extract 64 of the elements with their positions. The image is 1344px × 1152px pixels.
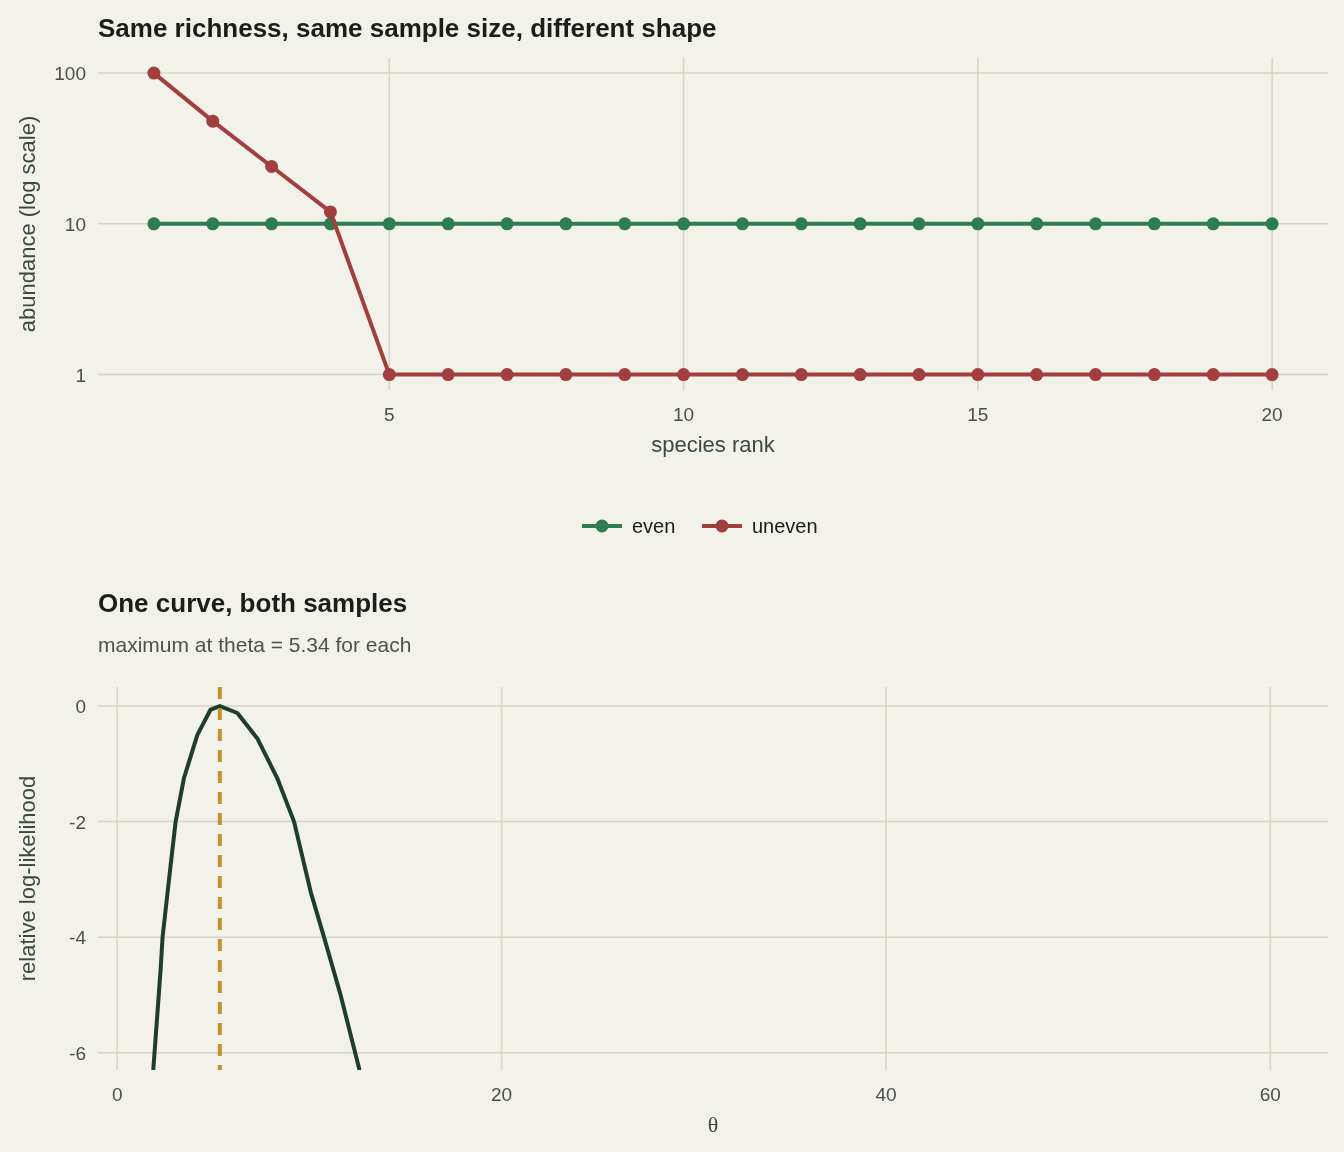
point [323, 205, 337, 219]
point [735, 217, 749, 231]
point [147, 217, 161, 231]
point [971, 368, 985, 382]
x-tick-label: 20 [1261, 404, 1283, 425]
y-axis-title: relative log-likelihood [15, 775, 40, 982]
y-tick-label: 1 [75, 364, 86, 386]
point [559, 217, 573, 231]
chart-subtitle: maximum at theta = 5.34 for each [98, 633, 412, 656]
point [1206, 368, 1220, 382]
point [853, 368, 867, 382]
point [1206, 217, 1220, 231]
x-axis-title: θ [707, 1112, 719, 1137]
point [971, 217, 985, 231]
point [1147, 368, 1161, 382]
point [1147, 217, 1161, 231]
point [147, 66, 161, 80]
y-tick-label: 100 [54, 63, 86, 85]
point [1030, 368, 1044, 382]
point [1089, 217, 1103, 231]
point [794, 368, 808, 382]
point [500, 368, 514, 382]
point [559, 368, 573, 382]
point [441, 368, 455, 382]
x-tick-label: 60 [1259, 1084, 1281, 1105]
point [441, 217, 455, 231]
y-tick-label: -4 [69, 927, 87, 949]
line-series [151, 704, 362, 1070]
chart-title: Same richness, same sample size, different shape [98, 13, 717, 43]
point [794, 217, 808, 231]
x-tick-label: 15 [967, 404, 989, 425]
y-tick-label: -6 [69, 1042, 86, 1064]
point [912, 217, 926, 231]
point [618, 368, 632, 382]
x-tick-label: 5 [384, 404, 395, 425]
chart-title: One curve, both samples [98, 588, 408, 618]
y-axis-title: abundance (log scale) [15, 115, 40, 333]
point [677, 217, 691, 231]
x-tick-label: 0 [111, 1084, 123, 1105]
point [1030, 217, 1044, 231]
point [1265, 368, 1279, 382]
legend-label: even [632, 515, 676, 537]
y-tick-label: 10 [64, 213, 86, 235]
point [265, 160, 279, 174]
y-tick-label: 0 [75, 696, 86, 718]
legend-label: uneven [752, 515, 818, 537]
point [500, 217, 514, 231]
point [382, 217, 396, 231]
point [618, 217, 632, 231]
point [1089, 368, 1103, 382]
y-tick-label: -2 [69, 811, 86, 833]
point [206, 217, 220, 231]
point [912, 368, 926, 382]
point [735, 368, 749, 382]
point [206, 114, 220, 128]
point [1265, 217, 1279, 231]
point [677, 368, 691, 382]
point [853, 217, 867, 231]
point [265, 217, 279, 231]
x-axis-title: species rank [651, 432, 776, 457]
x-tick-label: 10 [673, 404, 695, 425]
x-tick-label: 20 [491, 1084, 513, 1105]
point [382, 368, 396, 382]
x-tick-label: 40 [875, 1084, 897, 1105]
